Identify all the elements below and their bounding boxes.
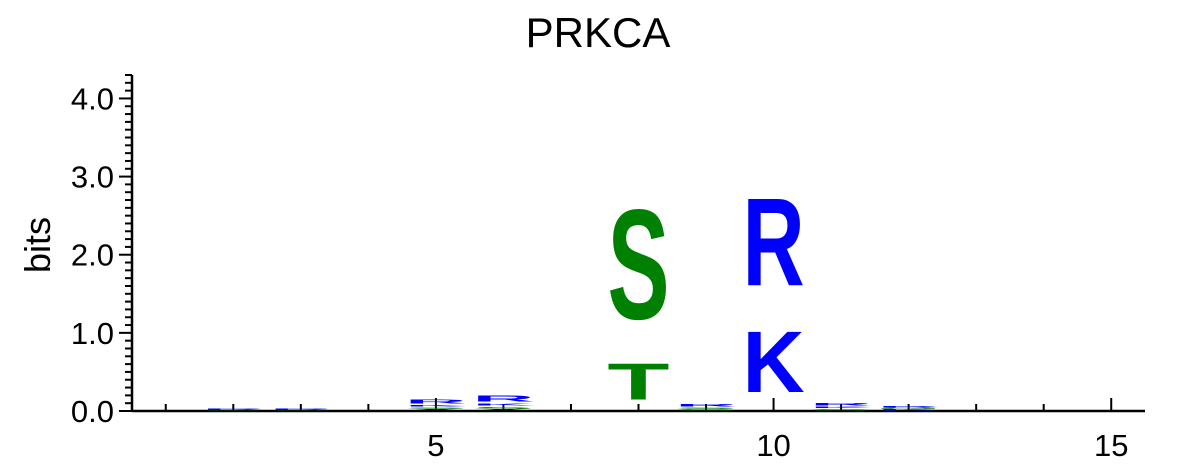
logo-letter: R — [743, 173, 805, 313]
logo-letter: A — [1013, 410, 1075, 411]
chart-title: PRKCA — [526, 9, 671, 56]
logo-letter: K — [743, 314, 805, 411]
logo-letter: K — [878, 409, 940, 411]
logo-letter: A — [1080, 410, 1142, 411]
logo-letter: G — [202, 410, 264, 411]
logo-letter: A — [405, 409, 467, 411]
x-axis: 5 10 15 — [132, 398, 1145, 463]
logo-letter: G — [675, 409, 737, 411]
logo-letter: K — [472, 403, 534, 406]
logo-position-3: GR — [270, 408, 332, 411]
logo-letter: S — [607, 178, 669, 353]
x-tick-label: 15 — [1094, 428, 1128, 463]
y-axis: 0.0 1.0 2.0 3.0 4.0 — [71, 74, 134, 429]
y-tick-label: 0.0 — [71, 394, 114, 429]
logo-letter: R — [405, 398, 467, 404]
logo-letter: K — [810, 406, 872, 408]
x-tick-label: 5 — [427, 428, 444, 463]
logo-letter: S — [675, 407, 737, 409]
logo-letter: K — [405, 405, 467, 407]
logo-letter: G — [270, 410, 332, 411]
logo-position-9: GSR — [675, 403, 737, 411]
logo-letter: R — [878, 406, 940, 408]
logo-letter: R — [810, 402, 872, 406]
logo-letter: R — [202, 408, 264, 410]
logo-position-14: A — [1013, 410, 1075, 411]
logo-position-8: TS — [607, 178, 669, 412]
logo-position-2: GR — [202, 408, 264, 411]
y-tick-label: 2.0 — [71, 238, 114, 273]
logo-letter: G — [878, 408, 940, 410]
logo-letter: T — [607, 354, 669, 412]
logo-position-11: GKR — [810, 402, 872, 411]
y-tick-label: 3.0 — [71, 160, 114, 195]
logo-position-12: KGR — [878, 406, 940, 411]
logo-position-10: KR — [743, 173, 805, 411]
logo-letter: R — [472, 394, 534, 403]
x-tick-label: 10 — [756, 428, 790, 463]
logo-letter: A — [472, 409, 534, 411]
logo-letter: R — [270, 408, 332, 410]
logo-letter: S — [405, 407, 467, 409]
y-tick-label: 1.0 — [71, 316, 114, 351]
y-tick-label: 4.0 — [71, 81, 114, 116]
logo-letter: R — [675, 403, 737, 407]
logo-position-15: A — [1080, 410, 1142, 411]
logo-letter: S — [472, 406, 534, 409]
logo-letter: G — [810, 409, 872, 411]
y-axis-label: bits — [17, 217, 58, 273]
